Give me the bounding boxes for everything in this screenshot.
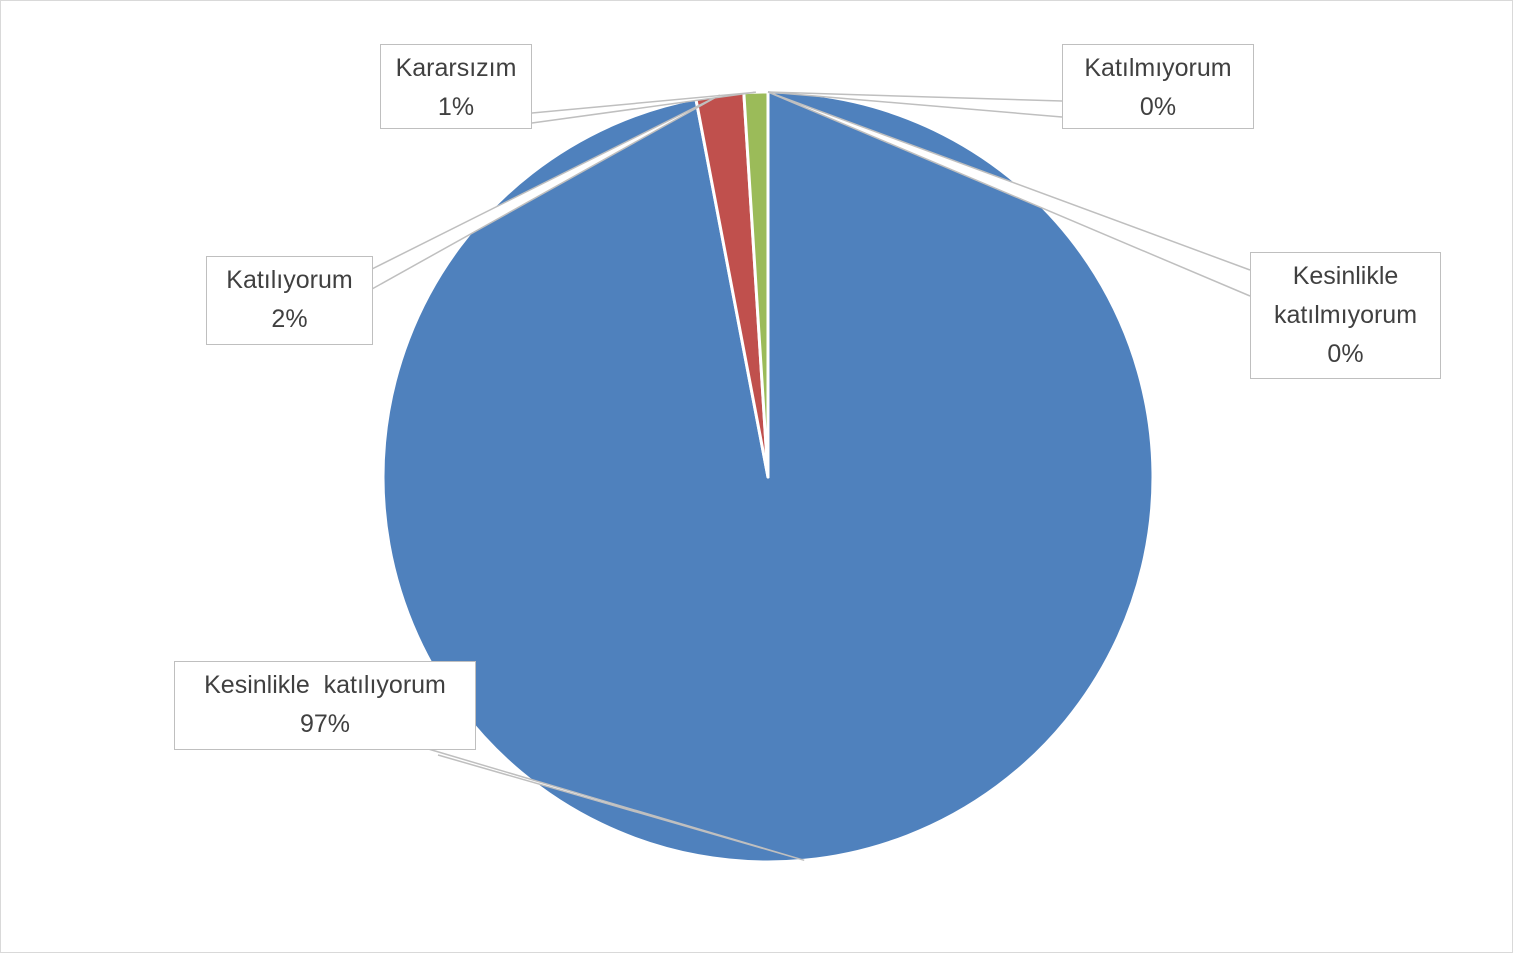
label-kesinlikle-katiliyorum: Kesinlikle katılıyorum 97% bbox=[174, 661, 476, 750]
label-kesinlikle-katilmiyorum-percent: 0% bbox=[1327, 340, 1364, 368]
leader-lines bbox=[371, 91, 1251, 862]
label-katilmiyorum-percent: 0% bbox=[1139, 93, 1177, 121]
label-kesinlikle-katiliyorum-percent: 97% bbox=[299, 710, 351, 738]
label-kesinlikle-katilmiyorum-line2: katılmıyorum bbox=[1273, 301, 1418, 329]
label-kesinlikle-katilmiyorum: Kesinlikle katılmıyorum 0% bbox=[1250, 252, 1441, 379]
label-kesinlikle-katilmiyorum-line1: Kesinlikle bbox=[1292, 262, 1399, 290]
label-katiliyorum: Katılıyorum 2% bbox=[206, 256, 373, 345]
leader-line-2 bbox=[424, 747, 805, 862]
label-kesinlikle-katiliyorum-name: Kesinlikle katılıyorum bbox=[204, 671, 446, 699]
label-katiliyorum-name: Katılıyorum bbox=[226, 266, 353, 294]
label-kararsizim-name: Kararsızım bbox=[395, 54, 517, 82]
leader-line-1 bbox=[767, 91, 1251, 297]
leader-line-4 bbox=[531, 91, 757, 124]
label-katilmiyorum: Katılmıyorum 0% bbox=[1062, 44, 1254, 129]
label-katilmiyorum-name: Katılmıyorum bbox=[1084, 54, 1232, 82]
label-kararsizim: Kararsızım 1% bbox=[380, 44, 532, 129]
label-katiliyorum-percent: 2% bbox=[271, 305, 308, 333]
label-kararsizim-percent: 1% bbox=[437, 93, 475, 121]
